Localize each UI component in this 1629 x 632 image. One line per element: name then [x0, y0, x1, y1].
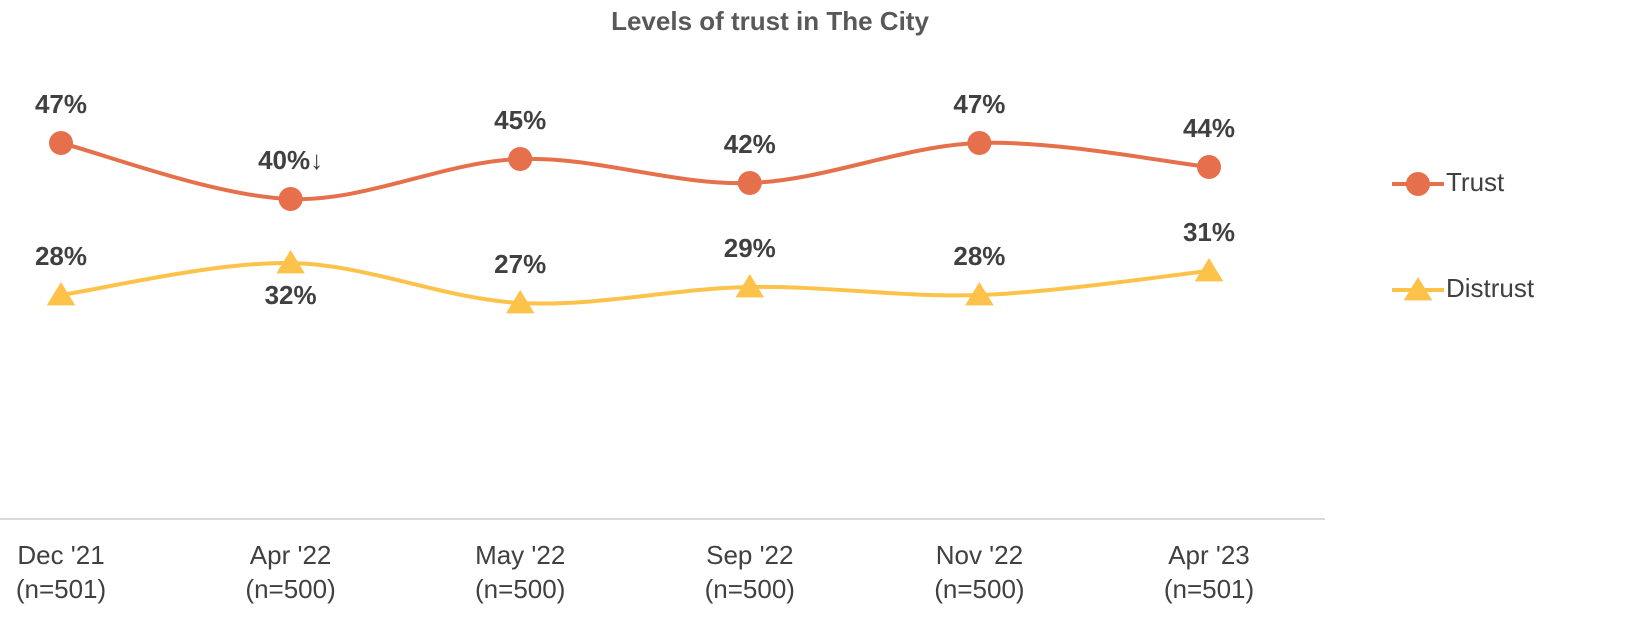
legend-label: Distrust	[1446, 273, 1535, 303]
data-label: 45%	[494, 105, 546, 135]
data-point	[1197, 155, 1221, 179]
data-label: 27%	[494, 249, 546, 279]
data-point	[965, 282, 994, 306]
data-label: 47%	[35, 89, 87, 119]
series-line	[60, 260, 1210, 306]
data-point	[46, 282, 76, 306]
data-point	[278, 187, 303, 211]
data-point	[508, 147, 533, 171]
x-tick-label: Dec '21 (n=501)	[15, 540, 107, 604]
data-point	[276, 250, 305, 274]
series-line	[60, 140, 1210, 202]
chart-title: Levels of trust in The City	[611, 6, 929, 36]
data-point	[1194, 258, 1224, 282]
data-label: 31%	[1183, 217, 1235, 247]
x-tick-label: Apr '22 (n=500)	[245, 540, 336, 604]
data-point	[505, 290, 535, 314]
x-tick-label: May '22 (n=500)	[475, 540, 566, 604]
data-label: 40%↓	[258, 145, 323, 175]
data-point	[737, 171, 762, 195]
data-point	[967, 131, 992, 155]
data-label: 29%	[724, 233, 776, 263]
data-label: 42%	[724, 129, 776, 159]
data-label: 28%	[953, 241, 1005, 271]
legend-marker	[1403, 277, 1433, 301]
legend-label: Trust	[1446, 167, 1505, 197]
x-tick-label: Apr '23 (n=501)	[1163, 540, 1255, 604]
data-label: 28%	[35, 241, 87, 271]
x-tick-label: Sep '22 (n=500)	[704, 540, 795, 604]
data-point	[49, 131, 73, 155]
data-label: 47%	[953, 89, 1005, 119]
data-label: 32%	[265, 280, 317, 310]
data-label: 44%	[1183, 113, 1235, 143]
data-point	[735, 274, 765, 298]
legend-marker	[1406, 172, 1430, 196]
x-tick-label: Nov '22 (n=500)	[934, 540, 1025, 604]
